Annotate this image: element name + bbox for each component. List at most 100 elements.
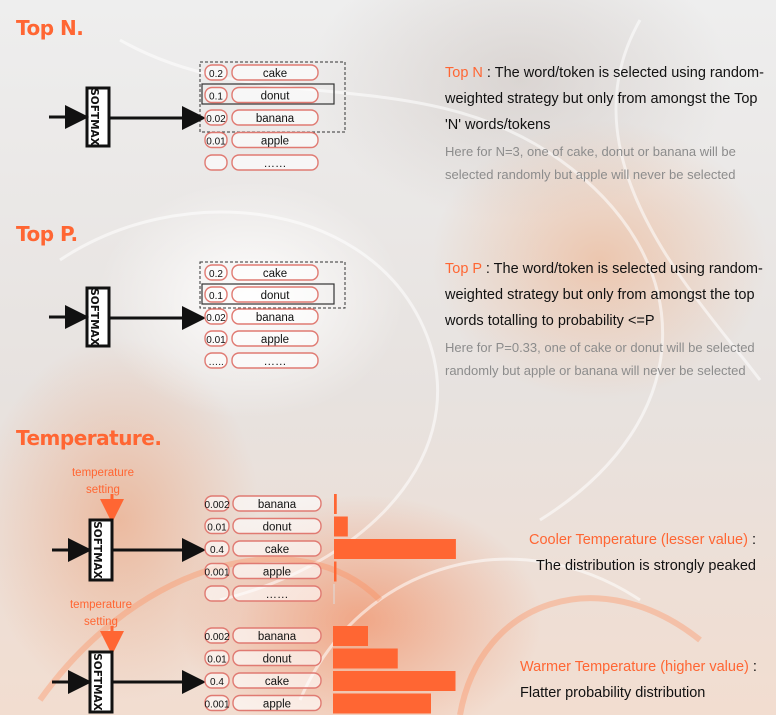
cool-bar-3: [334, 561, 337, 582]
topn-word-pill-0: [231, 64, 319, 81]
topn-prob-0: 0.2: [209, 69, 223, 80]
warm-word-pill-0: [232, 627, 322, 644]
temperature-setting-label-2: temperature setting: [69, 599, 132, 628]
warm-bar-2: [333, 671, 456, 691]
topp-prob-0: 0.2: [209, 269, 223, 280]
cool-word-0: banana: [258, 499, 297, 511]
topp-prob-pill-2: [204, 308, 228, 325]
topn-prob-pill-1: [204, 86, 228, 104]
cool-word-pill-4: [232, 585, 322, 602]
top-p-note: Here for P=0.33, one of cake or donut wi…: [445, 340, 755, 378]
cool-word-pill-2: [232, 540, 322, 557]
cool-prob-pill-4: [204, 585, 230, 602]
topn-prob-1: 0.1: [209, 92, 223, 103]
warm-word-0: banana: [258, 631, 297, 643]
cool-prob-pill-2: [204, 540, 230, 557]
cool-word-1: donut: [263, 522, 293, 534]
topp-prob-pill-1: [204, 286, 228, 303]
topp-word-4: ……: [264, 356, 287, 368]
topn-softmax-label: SOFTMAX: [88, 88, 100, 146]
warm-highlight: Warmer Temperature (higher value): [520, 659, 749, 675]
cool-highlight: Cooler Temperature (lesser value): [529, 532, 748, 548]
cool-prob-pill-0: [204, 495, 230, 512]
cool-temperature-diagram: SOFTMAX 0.002 banana 0.01 donut 0.4 cake 0.001 a…: [52, 494, 456, 604]
warm-bar-1: [333, 648, 398, 669]
cool-word-pill-1: [232, 517, 322, 535]
warm-word-3: apple: [263, 699, 291, 711]
topp-word-2: banana: [256, 312, 295, 324]
topp-prob-4: …..: [208, 357, 224, 368]
warm-word-pill-2: [232, 672, 322, 689]
topn-highlight-row: [201, 83, 335, 105]
top-n-note: Here for N=3, one of cake, donut or bana…: [445, 144, 736, 182]
cool-colon: :: [747, 532, 756, 548]
topn-word-4: ……: [264, 158, 287, 170]
topn-word-pill-3: [231, 131, 319, 149]
warm-bar-3: [333, 693, 431, 714]
topp-highlight-row: [201, 283, 335, 305]
warm-prob-0: 0.002: [204, 632, 229, 643]
cool-word-pill-0: [232, 495, 322, 512]
cool-bar-2: [334, 539, 456, 559]
topp-prob-pill-0: [204, 264, 228, 281]
cool-word-3: apple: [263, 567, 291, 579]
top-p-desc-text: : The word/token is selected using rando…: [445, 261, 763, 329]
cool-bar-1: [334, 516, 348, 537]
top-p-description: Top P : The word/token is selected using…: [445, 256, 765, 382]
topp-prob-2: 0.02: [206, 313, 226, 324]
warm-temperature-diagram: SOFTMAX 0.002 banana 0.01 donut 0.4 cake 0.001 a…: [52, 626, 456, 714]
topp-word-pill-1: [231, 286, 319, 303]
topn-prob-pill-4: [204, 154, 228, 171]
warm-colon: :: [748, 659, 757, 675]
section-title-top-n: Top N.: [16, 16, 84, 40]
topp-prob-1: 0.1: [209, 291, 223, 302]
warm-prob-pill-0: [204, 627, 230, 644]
topn-prob-2: 0.02: [206, 114, 226, 125]
cool-word-2: cake: [265, 544, 289, 556]
topp-prob-3: 0.01: [206, 335, 226, 346]
warm-softmax-label: SOFTMAX: [91, 653, 103, 711]
top-p-highlight: Top P: [445, 261, 482, 277]
topn-prob-pill-0: [204, 64, 228, 81]
topp-word-1: donut: [261, 290, 291, 302]
topn-word-pill-2: [231, 109, 319, 126]
cool-prob-3: 0.001: [204, 568, 229, 579]
cool-bar-0: [334, 494, 337, 514]
cool-prob-2: 0.4: [210, 545, 224, 556]
warm-desc-text: Flatter probability distribution: [520, 685, 706, 701]
topn-word-0: cake: [263, 68, 287, 80]
topp-word-pill-3: [231, 330, 319, 347]
topp-word-pill-2: [231, 308, 319, 325]
top-n-description: Top N : The word/token is selected using…: [445, 60, 765, 186]
topp-word-pill-0: [231, 264, 319, 281]
topp-prob-pill-4: [204, 352, 228, 369]
topn-word-1: donut: [261, 91, 291, 103]
topp-word-0: cake: [263, 268, 287, 280]
topn-word-pill-1: [231, 86, 319, 104]
cool-word-4: ……: [266, 589, 289, 601]
cool-prob-1: 0.01: [207, 523, 227, 534]
cool-temperature-description: Cooler Temperature (lesser value) : The …: [520, 527, 756, 579]
top-n-highlight: Top N: [445, 65, 483, 81]
topp-selection-outline: [199, 261, 346, 309]
warm-word-pill-1: [232, 649, 322, 667]
warm-temperature-description: Warmer Temperature (higher value) : Flat…: [520, 654, 760, 706]
topp-word-3: apple: [261, 334, 289, 346]
warm-prob-3: 0.001: [204, 700, 229, 711]
cool-prob-pill-1: [204, 517, 230, 535]
cool-word-pill-3: [232, 562, 322, 580]
warm-bar-0: [333, 626, 368, 646]
topn-prob-pill-2: [204, 109, 228, 126]
warm-prob-1: 0.01: [207, 655, 227, 666]
warm-prob-pill-3: [204, 694, 230, 712]
section-title-top-p: Top P.: [16, 222, 78, 246]
cool-softmax-label: SOFTMAX: [91, 521, 103, 579]
warm-word-1: donut: [263, 654, 293, 666]
cool-prob-0: 0.002: [204, 500, 229, 511]
topn-word-2: banana: [256, 113, 295, 125]
top-n-diagram: SOFTMAX 0.2 cake 0.1 donut 0.02 banana 0.01 appl…: [49, 61, 346, 171]
top-n-desc-text: : The word/token is selected using rando…: [445, 65, 764, 133]
top-p-diagram: SOFTMAX 0.2 cake 0.1 donut 0.02 banana 0.01 appl…: [49, 261, 346, 369]
warm-word-2: cake: [265, 676, 289, 688]
topp-prob-pill-3: [204, 330, 228, 347]
